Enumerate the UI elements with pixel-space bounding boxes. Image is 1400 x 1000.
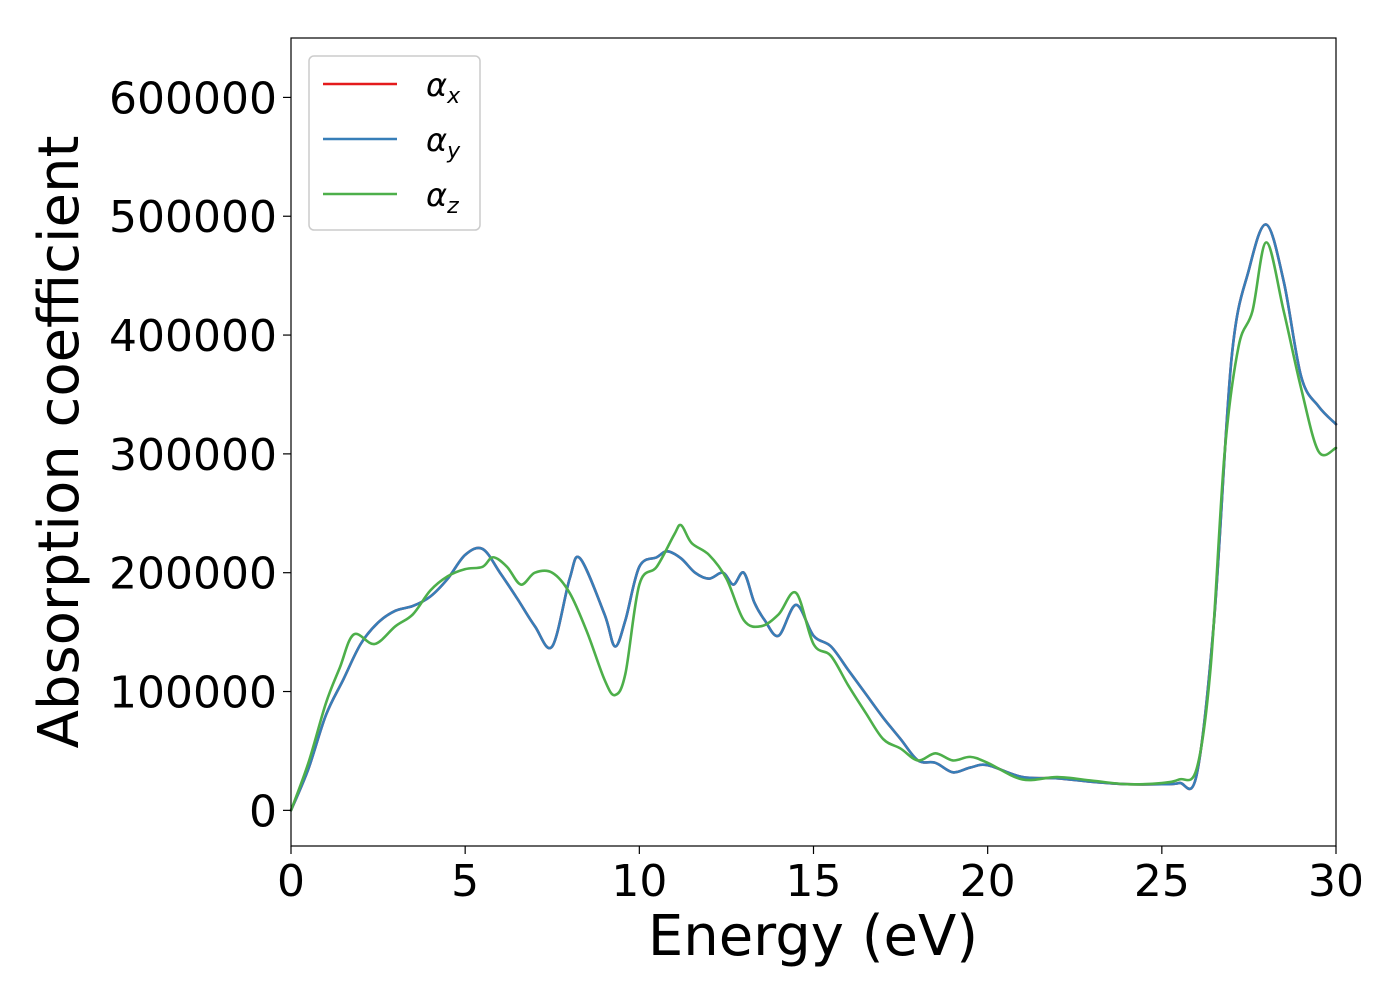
series-line-y bbox=[289, 223, 1338, 812]
y-tick-label: 600000 bbox=[109, 73, 277, 124]
legend-label-y: αy bbox=[426, 121, 461, 164]
x-tick-label: 20 bbox=[960, 856, 1016, 907]
legend: αx αy αz bbox=[308, 55, 481, 231]
y-axis: 0 100000 200000 300000 400000 500000 600000 bbox=[109, 73, 291, 837]
legend-label-z: αz bbox=[426, 176, 459, 219]
x-axis-label: Energy (eV) bbox=[648, 904, 978, 969]
legend-frame bbox=[308, 55, 481, 231]
series-layer bbox=[289, 223, 1338, 812]
x-tick-label: 10 bbox=[611, 856, 667, 907]
y-axis-label: Absorption coefficient bbox=[27, 136, 92, 749]
x-tick-label: 15 bbox=[786, 856, 842, 907]
x-tick-label: 5 bbox=[451, 856, 479, 907]
y-tick-label: 500000 bbox=[109, 192, 277, 243]
x-tick-label: 25 bbox=[1134, 856, 1190, 907]
y-tick-label: 0 bbox=[249, 786, 277, 837]
y-tick-label: 200000 bbox=[109, 549, 277, 600]
x-axis: 0 5 10 15 20 25 30 bbox=[277, 846, 1364, 907]
series-line-z bbox=[289, 241, 1338, 812]
y-tick-label: 100000 bbox=[109, 668, 277, 719]
legend-label-x: αx bbox=[426, 66, 461, 109]
y-tick-label: 300000 bbox=[109, 430, 277, 481]
y-tick-label: 400000 bbox=[109, 311, 277, 362]
x-tick-label: 30 bbox=[1308, 856, 1364, 907]
x-tick-label: 0 bbox=[277, 856, 305, 907]
